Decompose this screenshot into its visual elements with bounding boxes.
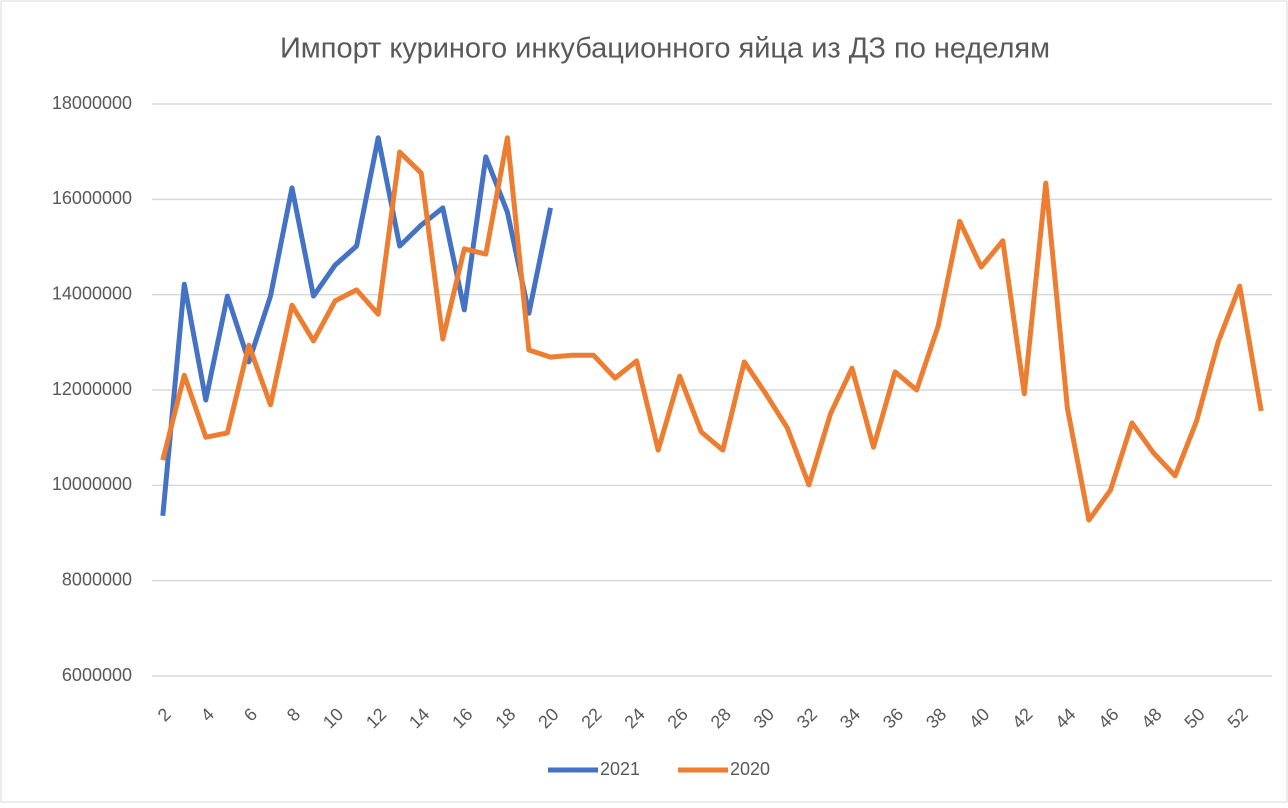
y-tick-label: 8000000 — [62, 569, 132, 589]
y-tick-label: 18000000 — [52, 93, 132, 113]
y-tick-label: 12000000 — [52, 379, 132, 399]
series-line — [160, 135, 553, 517]
y-tick-label: 6000000 — [62, 665, 132, 685]
y-tick-label: 14000000 — [52, 283, 132, 303]
series-line — [160, 135, 1264, 523]
legend-label: 2020 — [730, 759, 770, 779]
chart-title: Импорт куриного инкубационного яйца из Д… — [280, 33, 1050, 65]
y-tick-label: 10000000 — [52, 474, 132, 494]
y-tick-label: 16000000 — [52, 188, 132, 208]
legend-label: 2021 — [600, 759, 640, 779]
